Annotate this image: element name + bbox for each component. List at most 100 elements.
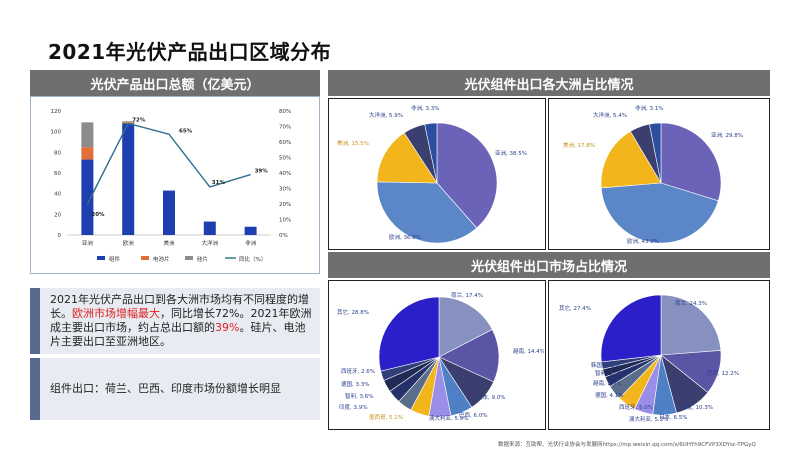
y2-tick-label: 70% [279,125,291,131]
continent-share-title: 光伏组件出口各大洲占比情况 [464,77,634,93]
pie-data-label: 德国, 3.3% [341,380,369,388]
pie-data-label: 亚洲, 29.8% [711,132,743,139]
export-total-title: 光伏产品出口总额（亿美元） [90,77,260,93]
pie-slice-亚洲 [660,122,722,202]
x-tick-label: 非洲 [245,239,257,247]
pie-data-label: 越南, 2.9% [593,379,621,387]
legend-label: 组件 [109,255,121,263]
pie-data-label: 澳大利亚, 5.9% [429,414,468,422]
pie-data-label: 墨西哥, 5.1% [369,414,403,421]
summary-text-b: ，同比增长72%。2021年欧洲成主要出口市场，约占总出口额的 [50,307,312,334]
legend-label: 硅片 [197,255,208,263]
pie-slice-荷兰 [438,296,493,358]
continent-pie-2020: 亚洲, 38.5% 欧洲, 36.8% 美洲, 15.5% 大洋洲, 5.9% 非洲, … [337,104,527,244]
yoy-data-label: 39% [255,169,269,175]
y-tick-label: 80 [54,150,61,156]
pie-data-label: 大洋洲, 5.9% [369,111,403,119]
pie-data-label: 智利, 2.2% [595,369,623,377]
y2-tick-label: 0% [279,233,288,239]
y2-tick-label: 40% [279,171,291,177]
y2-tick-label: 50% [279,156,291,162]
x-tick-label: 亚洲 [82,240,94,247]
pie-data-label: 德国, 4.1% [595,391,623,399]
bar-组件 [163,190,175,235]
pie-data-label: 亚洲, 38.5% [495,150,527,157]
module-note-accent-bar [30,358,40,420]
y2-tick-label: 30% [279,187,291,193]
bar-硅片 [122,121,135,123]
bar-组件 [122,123,135,235]
continent-pie-2020-frame: 亚洲, 38.5% 欧洲, 36.8% 美洲, 15.5% 大洋洲, 5.9% 非洲, … [328,98,546,250]
pie-data-label: 日本, 9.0% [477,393,505,401]
y-tick-label: 60 [54,171,61,177]
legend-swatch [185,256,193,260]
continent-share-header: 光伏组件出口各大洲占比情况 [328,70,770,96]
pie-data-label: 荷兰, 17.4% [451,291,483,299]
x-tick-label: 欧洲 [123,239,135,247]
pie-data-label: 大洋洲, 5.4% [593,111,627,119]
pie-data-label: 日本, 6.5% [659,413,687,421]
y-tick-label: 100 [51,130,62,136]
pie-slice-美洲 [376,132,438,184]
x-tick-label: 美洲 [163,239,175,247]
continent-pie-2021-frame: 亚洲, 29.8% 欧洲, 43.9% 美洲, 17.8% 大洋洲, 5.4% 非洲, … [548,98,770,250]
summary-highlight-europe: 欧洲市场增幅最大 [72,307,160,320]
legend-label: 同比（%） [239,255,266,263]
pie-data-label: 西班牙, 5.0% [619,403,653,411]
market-pie-2021-frame: 荷兰, 24.3% 巴西, 12.2% 印度, 10.3% 日本, 6.5% 澳大利亚,… [548,280,770,430]
pie-slice-非洲 [649,122,662,184]
summary-paragraph: 2021年光伏产品出口到各大洲市场均有不同程度的增长。欧洲市场增幅最大，同比增长… [50,293,314,349]
module-note-text: 组件出口：荷兰、巴西、印度市场份额增长明显 [50,382,281,395]
bar-硅片 [81,122,94,148]
summary-text-c: 。硅片、电池片主要出口至亚洲地区。 [50,321,306,348]
pie-data-label: 非洲, 3.1% [635,104,663,112]
pie-data-label: 印度, 3.9% [339,403,367,411]
pie-data-label: 西班牙, 2.6% [341,367,375,375]
y-tick-label: 40 [54,192,61,198]
pie-data-label: 智利, 3.6% [345,392,373,400]
export-total-chart-frame: 0 20 40 60 80 100 120 0% 10% 20% 30% 40% 50% 60% 70% 80… [30,96,320,274]
market-pie-2021: 荷兰, 24.3% 巴西, 12.2% 印度, 10.3% 日本, 6.5%澳大利亚,… [559,294,739,423]
pie-data-label: 欧洲, 36.8% [389,233,421,241]
pie-slice-其它 [378,296,440,372]
pie-data-label: 美洲, 17.8% [563,141,595,149]
bar-组件 [203,221,216,235]
pie-slice-非洲 [424,122,438,184]
pie-data-label: 荷兰, 24.3% [675,299,707,307]
market-share-header: 光伏组件出口市场占比情况 [328,252,770,278]
source-note: 数据来源：互助帮、光伏行业协会与发展网https://mp.weixin.qq.… [498,442,756,448]
slide-title: 2021年光伏产品出口区域分布 [48,40,332,64]
yoy-data-label: 20% [91,212,105,218]
yoy-line [86,122,251,205]
pie-slice-越南 [438,329,500,383]
bar-组件 [81,159,94,235]
pie-data-label: 韩国, 2.0% [591,361,619,369]
pie-data-label: 印度, 10.3% [681,403,713,411]
market-pie-2020-frame: 荷兰, 17.4% 越南, 14.4% 日本, 9.0% 巴西, 6.0% 澳大利亚, … [328,280,546,430]
export-total-header: 光伏产品出口总额（亿美元） [30,70,320,96]
pie-data-label: 越南, 14.4% [513,347,544,355]
y-tick-label: 120 [51,109,62,115]
y-tick-label: 0 [58,233,62,239]
yoy-data-label: 72% [132,117,146,123]
pie-data-label: 其它, 27.4% [559,304,591,312]
y-tick-label: 20 [54,212,61,218]
pie-data-label: 巴西, 12.2% [707,370,739,377]
y2-tick-label: 10% [279,218,291,224]
yoy-data-label: 65% [179,128,193,134]
summary-text-a: 2021年光伏产品出口到各大洲市场均有不同程度的增长。 [50,293,309,320]
y2-tick-label: 20% [279,202,291,208]
y2-tick-label: 80% [279,109,291,115]
x-tick-label: 大洋洲 [202,239,219,247]
pie-data-label: 澳大利亚, 5.2% [629,415,668,423]
pie-slice-荷兰 [660,294,722,356]
market-share-title: 光伏组件出口市场占比情况 [470,259,627,275]
continent-pie-2021: 亚洲, 29.8% 欧洲, 43.9% 美洲, 17.8% 大洋洲, 5.4% 非洲, … [563,104,743,245]
pie-data-label: 非洲, 3.3% [411,104,439,112]
pie-slice-其它 [600,294,662,363]
pie-slice-亚洲 [436,122,498,229]
legend-label: 电池片 [153,255,170,263]
summary-box: 2021年光伏产品出口到各大洲市场均有不同程度的增长。欧洲市场增幅最大，同比增长… [30,288,320,354]
module-note-box: 组件出口：荷兰、巴西、印度市场份额增长明显 [30,358,320,420]
y2-tick-label: 60% [279,140,291,146]
